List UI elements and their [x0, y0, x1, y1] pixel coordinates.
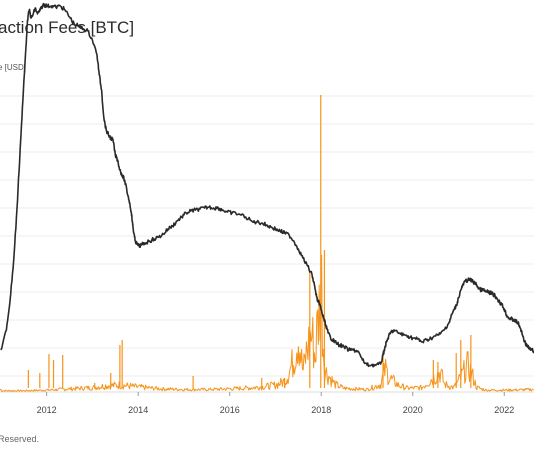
grid-lines: [0, 95, 534, 393]
price-legend-label: e [USD]: [0, 63, 27, 72]
x-tick-label-2022: 2022: [494, 405, 514, 415]
copyright-footer: Reserved.: [0, 434, 40, 444]
x-tick-label-2012: 2012: [37, 405, 57, 415]
x-tick-label-2018: 2018: [311, 405, 331, 415]
fees-series: [0, 95, 534, 392]
x-tick-label-2020: 2020: [403, 405, 423, 415]
price-series: [0, 2, 534, 368]
price-line: [0, 2, 534, 368]
x-tick-label-2016: 2016: [220, 405, 240, 415]
fees-line: [0, 254, 534, 392]
chart-title: action Fees [BTC]: [0, 18, 135, 37]
x-tick-label-2014: 2014: [128, 405, 148, 415]
x-axis: 2012 2014 2016 2018 2020 2022: [37, 392, 514, 415]
